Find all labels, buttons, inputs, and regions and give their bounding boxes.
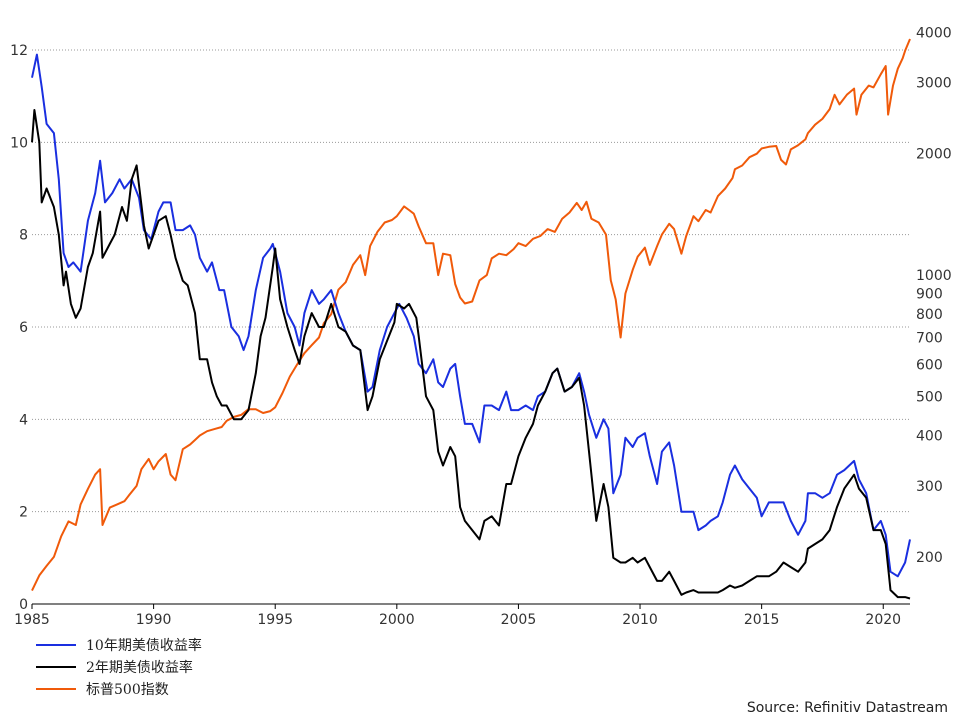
right-tick-label-2000: 2000 [916, 147, 952, 163]
series-line-0 [31, 53, 911, 578]
legend-label-2y: 2年期美债收益率 [86, 660, 193, 676]
right-tick-label-800: 800 [916, 307, 943, 323]
left-tick-label-12: 12 [10, 43, 28, 59]
legend-item-10y: 10年期美债收益率 [36, 634, 202, 656]
series-line-1 [31, 109, 911, 600]
left-tick-label-8: 8 [19, 228, 28, 244]
x-tick-label-2020: 2020 [865, 612, 901, 628]
right-tick-label-700: 700 [916, 331, 943, 347]
left-tick-label-6: 6 [19, 320, 28, 336]
legend-swatch-10y [36, 644, 76, 646]
right-tick-label-900: 900 [916, 287, 943, 303]
right-axis-ticks: 200 300 400 500 600 700 800 900 1000 2000 3000 4000 [916, 25, 952, 566]
legend-item-2y: 2年期美债收益率 [36, 656, 202, 678]
x-tick-label-2005: 2005 [501, 612, 537, 628]
right-tick-label-4000: 4000 [916, 25, 952, 41]
left-tick-label-0: 0 [19, 597, 28, 613]
x-tick-label-2015: 2015 [744, 612, 780, 628]
right-tick-label-200: 200 [916, 550, 943, 566]
legend-swatch-sp500 [36, 688, 76, 690]
right-tick-label-500: 500 [916, 389, 943, 405]
source-note: Source: Refinitiv Datastream [746, 700, 948, 716]
gridlines [32, 49, 910, 605]
x-tick-label-1985: 1985 [14, 612, 50, 628]
left-tick-label-2: 2 [19, 505, 28, 521]
right-tick-label-3000: 3000 [916, 76, 952, 92]
legend-label-10y: 10年期美债收益率 [86, 638, 202, 654]
left-tick-label-4: 4 [19, 412, 28, 428]
x-tick-label-1990: 1990 [136, 612, 172, 628]
x-tick-label-2010: 2010 [622, 612, 658, 628]
right-tick-label-300: 300 [916, 479, 943, 495]
x-tick-label-1995: 1995 [257, 612, 293, 628]
legend-item-sp500: 标普500指数 [36, 678, 202, 700]
right-tick-label-600: 600 [916, 358, 943, 374]
x-axis-ticks: 1985 1990 1995 2000 2005 2010 2015 2020 [14, 604, 901, 628]
left-axis-ticks: 0 2 4 6 8 10 12 [10, 43, 28, 613]
series-line-2 [31, 38, 911, 592]
left-tick-label-10: 10 [10, 135, 28, 151]
legend-label-sp500: 标普500指数 [86, 682, 169, 698]
legend-swatch-2y [36, 666, 76, 668]
series-lines [31, 38, 911, 600]
right-tick-label-1000: 1000 [916, 268, 952, 284]
legend: 10年期美债收益率 2年期美债收益率 标普500指数 [36, 634, 202, 700]
right-tick-label-400: 400 [916, 429, 943, 445]
x-tick-label-2000: 2000 [379, 612, 415, 628]
